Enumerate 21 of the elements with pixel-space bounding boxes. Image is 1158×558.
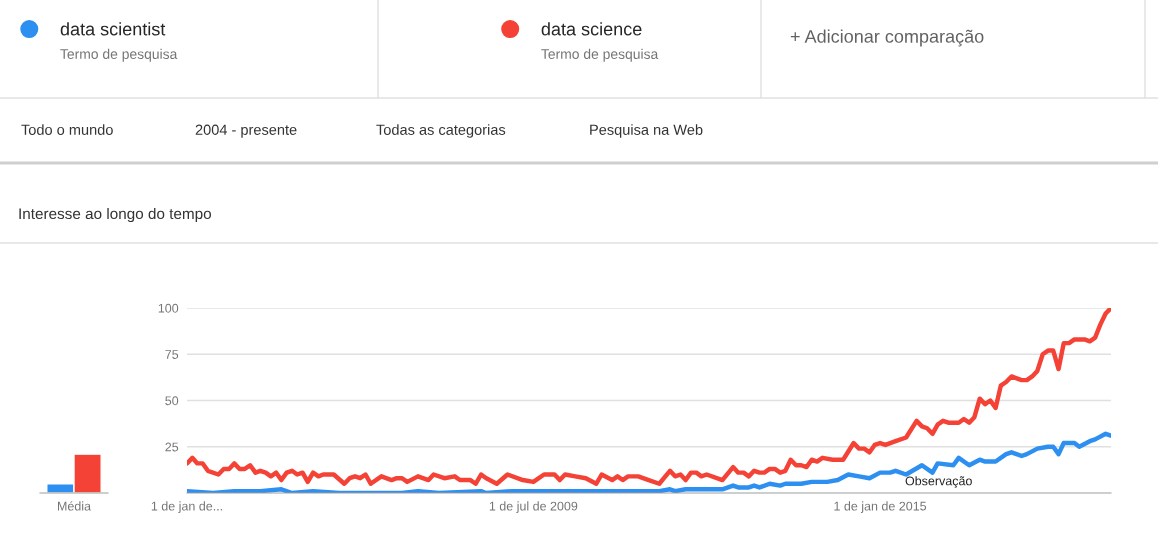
y-tick-label: 50 [165, 396, 179, 406]
x-tick-label: 1 de jan de... [151, 501, 222, 513]
legend-label: data science [541, 22, 642, 36]
x-tick-label: 1 de jul de 2009 [489, 501, 578, 513]
legend-label: data scientist [60, 22, 166, 36]
x-tick-label: 1 de jan de 2015 [834, 501, 927, 513]
x-tick-label: Média [58, 501, 92, 511]
text: Pesquisa na Web [590, 124, 703, 138]
text: Termo de pesquisa [541, 48, 659, 62]
text: 2004 - presente [195, 124, 297, 138]
text: Todo o mundo [21, 124, 113, 135]
y-tick-label: 75 [165, 350, 179, 359]
line-series [187, 431, 1111, 493]
annotation: Observação [905, 476, 972, 488]
y-tick-label: 25 [165, 442, 179, 452]
text: Termo de pesquisa [60, 48, 178, 62]
line-series [187, 308, 1111, 486]
text: + Adicionar comparação [790, 29, 984, 47]
text: Todas as categorias [376, 124, 506, 138]
y-tick-label: 100 [158, 303, 179, 313]
chart-title: Interesse ao longo do tempo [19, 207, 212, 223]
